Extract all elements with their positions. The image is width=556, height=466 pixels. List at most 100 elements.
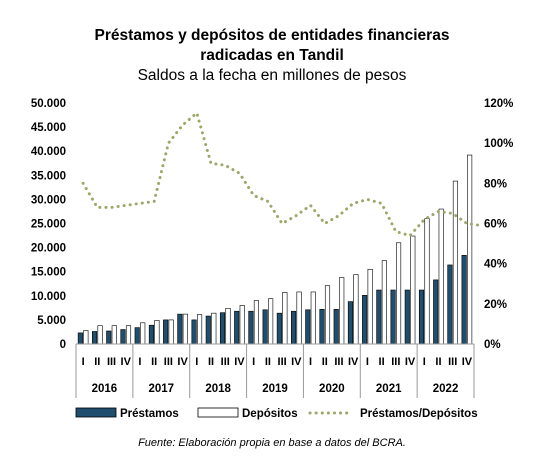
series-prestamos-depositos-line (81, 110, 483, 238)
y-left-tick-label: 0 (60, 339, 66, 351)
y-right-tick-label: 60% (484, 219, 507, 231)
bar-depositos (239, 305, 245, 345)
x-year-label: 2019 (262, 383, 288, 395)
x-year-label: 2018 (205, 383, 231, 395)
bar-depositos (296, 291, 302, 345)
x-quarter-label: I (138, 356, 141, 368)
bar-depositos (111, 325, 117, 345)
x-quarter-label: II (265, 356, 271, 368)
bar-depositos (467, 154, 473, 345)
x-quarter-label: III (221, 356, 230, 368)
x-quarter-label: I (423, 356, 426, 368)
bar-depositos (381, 260, 387, 345)
bar-prestamos (447, 264, 453, 345)
x-quarter-label: II (322, 356, 328, 368)
y-left-tick-label: 20.000 (31, 243, 66, 255)
x-quarter-label: II (94, 356, 100, 368)
bar-depositos (339, 277, 345, 345)
bar-prestamos (134, 327, 140, 345)
x-year-label: 2022 (433, 383, 459, 395)
bar-depositos (410, 235, 416, 345)
y-right-tick-label: 80% (484, 178, 507, 190)
bar-depositos (83, 330, 89, 345)
bar-prestamos (276, 312, 282, 345)
x-quarter-label: I (366, 356, 369, 368)
bar-prestamos (333, 308, 339, 345)
bar-prestamos (92, 331, 98, 345)
bar-prestamos (404, 289, 410, 345)
x-year-label: 2016 (92, 383, 118, 395)
y-right-tick-label: 100% (484, 138, 513, 150)
bar-prestamos (106, 330, 112, 345)
y-left-tick-label: 35.000 (31, 170, 66, 182)
x-quarter-label: III (448, 356, 457, 368)
legend-swatch-depositos (197, 407, 239, 418)
x-quarter-label: IV (234, 356, 245, 368)
bar-prestamos (362, 295, 368, 345)
legend-label-prestamos: Préstamos (120, 408, 179, 420)
y-right-tick-label: 0% (484, 339, 501, 351)
y-left-tick-label: 25.000 (31, 219, 66, 231)
bar-depositos (197, 314, 203, 345)
bar-depositos (424, 218, 430, 345)
x-quarter-label: II (379, 356, 385, 368)
x-quarter-label: I (252, 356, 255, 368)
bar-depositos (140, 322, 146, 345)
bar-depositos (97, 325, 103, 345)
x-quarter-label: II (435, 356, 441, 368)
bar-depositos (182, 313, 188, 345)
chart-source: Fuente: Elaboración propia en base a dat… (138, 437, 406, 449)
bar-prestamos (319, 308, 325, 345)
bar-prestamos (77, 332, 83, 345)
y-right-tick-label: 20% (484, 299, 507, 311)
bar-depositos (125, 325, 132, 345)
y-left-tick-label: 50.000 (31, 98, 66, 110)
y-left-tick-label: 30.000 (31, 194, 66, 206)
bar-prestamos (305, 309, 311, 345)
series-prestamos (77, 255, 467, 345)
bar-prestamos (219, 312, 226, 345)
bar-prestamos (376, 289, 382, 345)
y-left-tick-label: 10.000 (31, 291, 66, 303)
x-quarter-label: IV (177, 356, 188, 368)
x-quarter-label: IV (462, 356, 473, 368)
y-axis-left: 0 5.000 10.000 15.000 20.000 25.000 30.000 35.0… (31, 98, 66, 351)
bar-depositos (438, 208, 444, 345)
y-left-tick-label: 40.000 (31, 146, 66, 158)
legend-label-ratio: Préstamos/Depósitos (360, 408, 478, 420)
x-quarter-label: III (164, 356, 173, 368)
legend-label-depositos: Depósitos (242, 408, 298, 420)
chart-subtitle: Saldos a la fecha en millones de pesos (138, 67, 407, 84)
x-quarter-label: IV (348, 356, 359, 368)
bar-depositos (268, 298, 274, 345)
bar-prestamos (148, 324, 154, 345)
bar-depositos (396, 242, 402, 345)
bar-prestamos (120, 329, 126, 345)
chart-title-line-1: Préstamos y depósitos de entidades finan… (95, 27, 450, 44)
bar-depositos (253, 300, 259, 345)
bar-prestamos (248, 310, 254, 345)
bar-prestamos (191, 319, 197, 345)
y-left-tick-label: 15.000 (31, 267, 66, 279)
bar-depositos (353, 274, 359, 345)
bar-depositos (282, 292, 288, 345)
bar-prestamos (205, 315, 211, 345)
x-quarter-label: II (151, 356, 157, 368)
x-quarter-label: III (334, 356, 343, 368)
y-right-tick-label: 120% (484, 98, 513, 110)
bar-depositos (168, 319, 174, 345)
x-quarter-label: II (208, 356, 214, 368)
series-depositos (83, 154, 473, 345)
bar-prestamos (433, 279, 439, 345)
legend-swatch-prestamos (75, 407, 117, 418)
bar-prestamos (461, 255, 467, 345)
bar-depositos (211, 312, 217, 345)
x-quarter-label: I (82, 356, 85, 368)
chart-title-line-2: radicadas en Tandil (200, 47, 344, 64)
y-right-tick-label: 40% (484, 259, 507, 271)
bar-depositos (324, 285, 331, 345)
bar-depositos (452, 180, 458, 345)
bar-depositos (154, 320, 160, 345)
bar-prestamos (390, 289, 396, 345)
